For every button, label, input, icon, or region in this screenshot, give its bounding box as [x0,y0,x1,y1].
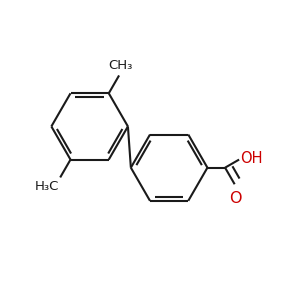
Text: H₃C: H₃C [34,180,59,193]
Text: OH: OH [241,151,263,166]
Text: O: O [229,191,242,206]
Text: CH₃: CH₃ [108,59,133,72]
